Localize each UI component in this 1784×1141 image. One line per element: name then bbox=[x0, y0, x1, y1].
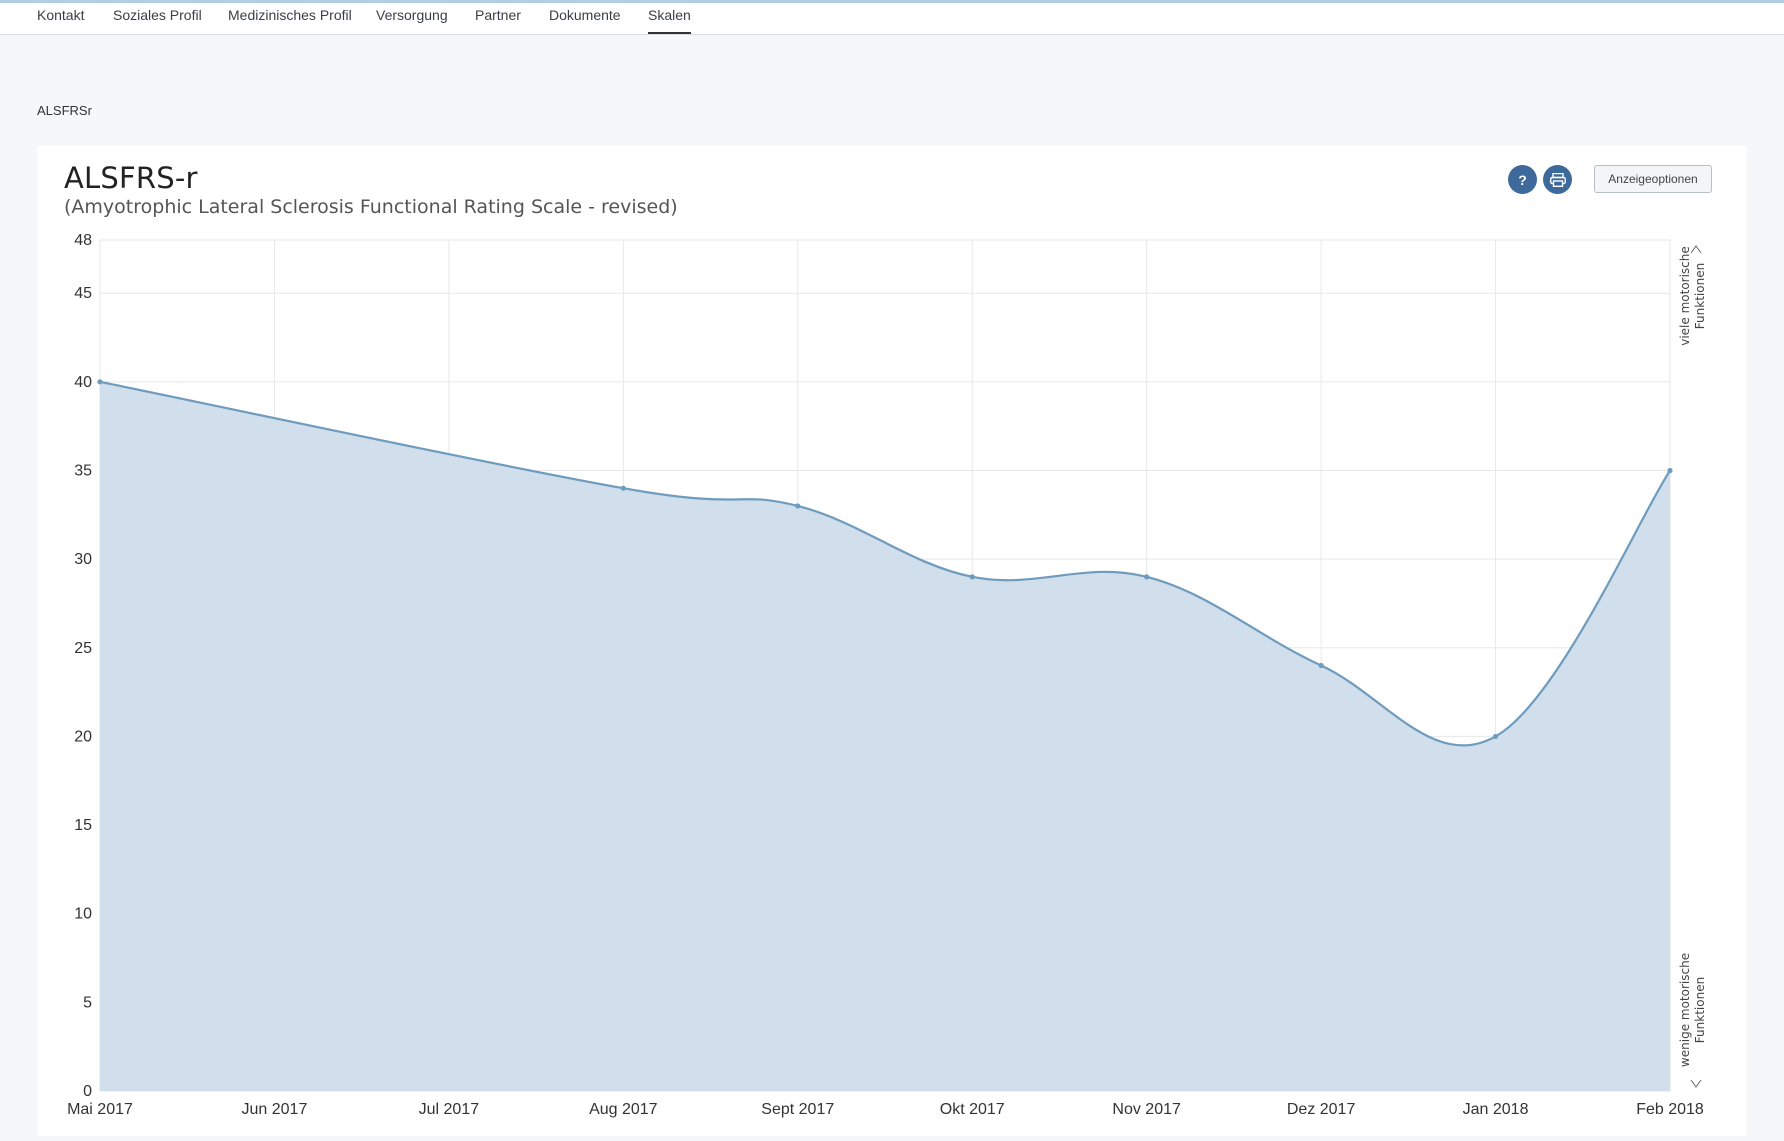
question-icon: ? bbox=[1518, 171, 1527, 188]
y-tick-label: 0 bbox=[83, 1083, 92, 1100]
tab-soziales-profil[interactable]: Soziales Profil bbox=[113, 7, 202, 23]
x-tick-label: Mai 2017 bbox=[67, 1101, 133, 1118]
top-accent-line bbox=[0, 0, 1784, 3]
side-label-bottom: wenige motorische Funktionen bbox=[1678, 953, 1707, 1067]
side-label-line: wenige motorische bbox=[1678, 953, 1692, 1067]
y-tick-label: 10 bbox=[74, 906, 92, 923]
series-area bbox=[100, 381, 1670, 1091]
y-tick-label: 5 bbox=[83, 994, 92, 1011]
tab-medizinisches-profil[interactable]: Medizinisches Profil bbox=[228, 7, 352, 23]
tab-kontakt[interactable]: Kontakt bbox=[37, 7, 85, 23]
tab-versorgung[interactable]: Versorgung bbox=[376, 7, 448, 23]
x-tick-label: Jun 2017 bbox=[242, 1101, 308, 1118]
y-tick-label: 20 bbox=[74, 728, 92, 745]
x-tick-label: Feb 2018 bbox=[1636, 1101, 1704, 1118]
side-label-line: Funktionen bbox=[1693, 263, 1707, 329]
chevron-up-icon bbox=[1690, 245, 1702, 254]
data-point bbox=[1667, 467, 1673, 474]
chart-subtitle: (Amyotrophic Lateral Sclerosis Functiona… bbox=[64, 196, 678, 218]
x-tick-label: Dez 2017 bbox=[1287, 1101, 1356, 1118]
x-tick-label: Jul 2017 bbox=[419, 1101, 480, 1118]
chart-title: ALSFRS-r bbox=[64, 161, 198, 195]
tab-bar: Kontakt Soziales Profil Medizinisches Pr… bbox=[0, 3, 1784, 35]
side-label-top: viele motorische Funktionen bbox=[1678, 246, 1707, 346]
help-button[interactable]: ? bbox=[1508, 165, 1537, 194]
data-point bbox=[969, 574, 975, 580]
x-tick-label: Nov 2017 bbox=[1112, 1101, 1181, 1118]
data-point bbox=[1492, 733, 1499, 740]
side-label-line: Funktionen bbox=[1693, 977, 1707, 1043]
printer-icon bbox=[1549, 172, 1566, 187]
x-tick-label: Jan 2018 bbox=[1463, 1101, 1529, 1118]
tab-partner[interactable]: Partner bbox=[475, 7, 521, 23]
data-point bbox=[1144, 574, 1150, 580]
chevron-down-icon bbox=[1690, 1079, 1702, 1088]
x-tick-label: Sept 2017 bbox=[761, 1101, 834, 1118]
data-point bbox=[795, 503, 801, 509]
side-label-line: viele motorische bbox=[1678, 246, 1692, 346]
x-tick-label: Aug 2017 bbox=[589, 1101, 658, 1118]
data-point bbox=[1318, 662, 1324, 669]
data-point bbox=[620, 485, 626, 491]
print-button[interactable] bbox=[1543, 165, 1572, 194]
y-tick-label: 48 bbox=[74, 232, 92, 249]
section-label: ALSFRSr bbox=[37, 103, 92, 118]
tab-skalen[interactable]: Skalen bbox=[648, 7, 691, 34]
y-tick-label: 35 bbox=[74, 462, 92, 479]
y-tick-label: 25 bbox=[74, 640, 92, 657]
y-tick-label: 45 bbox=[74, 285, 92, 302]
x-tick-label: Okt 2017 bbox=[940, 1101, 1005, 1118]
y-tick-label: 30 bbox=[74, 551, 92, 568]
display-options-button[interactable]: Anzeigeoptionen bbox=[1594, 165, 1712, 193]
data-point bbox=[97, 379, 103, 385]
y-tick-label: 40 bbox=[74, 374, 92, 391]
tab-dokumente[interactable]: Dokumente bbox=[549, 7, 621, 23]
y-tick-label: 15 bbox=[74, 817, 92, 834]
